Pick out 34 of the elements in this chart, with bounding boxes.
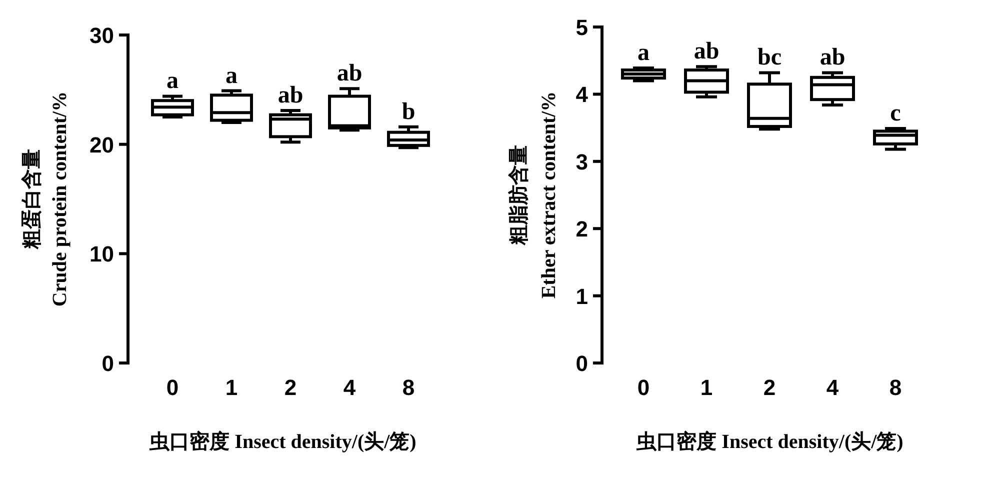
annotation: c <box>890 100 902 126</box>
annotation: a <box>638 40 650 66</box>
x-tick-label: 0 <box>637 375 650 400</box>
y-tick-label: 3 <box>576 149 588 174</box>
y-tick-label: 5 <box>576 15 588 40</box>
annotation: bc <box>758 44 782 71</box>
x-tick-label: 8 <box>889 375 902 400</box>
annotation: b <box>402 98 416 125</box>
x-tick-label: 4 <box>826 375 840 400</box>
x-axis-title: 虫口密度 Insect density/(头/笼) <box>636 430 904 453</box>
x-tick-label: 8 <box>402 375 415 400</box>
x-tick-label: 1 <box>225 375 238 400</box>
y-tick-label: 0 <box>102 351 114 376</box>
y-axis-title: 粗蛋白含量 Crude protein content/% <box>20 91 71 307</box>
annotation: a <box>166 68 178 94</box>
y-tick-label: 4 <box>576 82 589 108</box>
y-tick-label: 10 <box>90 242 114 267</box>
x-tick-label: 2 <box>284 375 297 400</box>
y-tick-label: 30 <box>90 23 114 48</box>
y-tick-label: 2 <box>576 216 588 242</box>
x-tick-label: 1 <box>700 375 713 400</box>
x-tick-label: 2 <box>763 375 776 400</box>
y-tick-label: 1 <box>576 284 588 309</box>
annotation: ab <box>336 60 362 87</box>
y-tick-label: 20 <box>90 132 114 158</box>
x-axis-title: 虫口密度 Insect density/(头/笼) <box>148 430 416 453</box>
annotation: ab <box>820 44 846 71</box>
annotation: ab <box>278 82 304 108</box>
annotation: ab <box>694 38 720 65</box>
annotation: a <box>226 62 238 89</box>
x-tick-label: 4 <box>343 375 356 400</box>
x-tick-label: 0 <box>166 375 179 400</box>
y-tick-label: 0 <box>576 351 588 376</box>
y-axis-title: 粗脂肪含量 Ether extract content/% <box>507 91 560 299</box>
